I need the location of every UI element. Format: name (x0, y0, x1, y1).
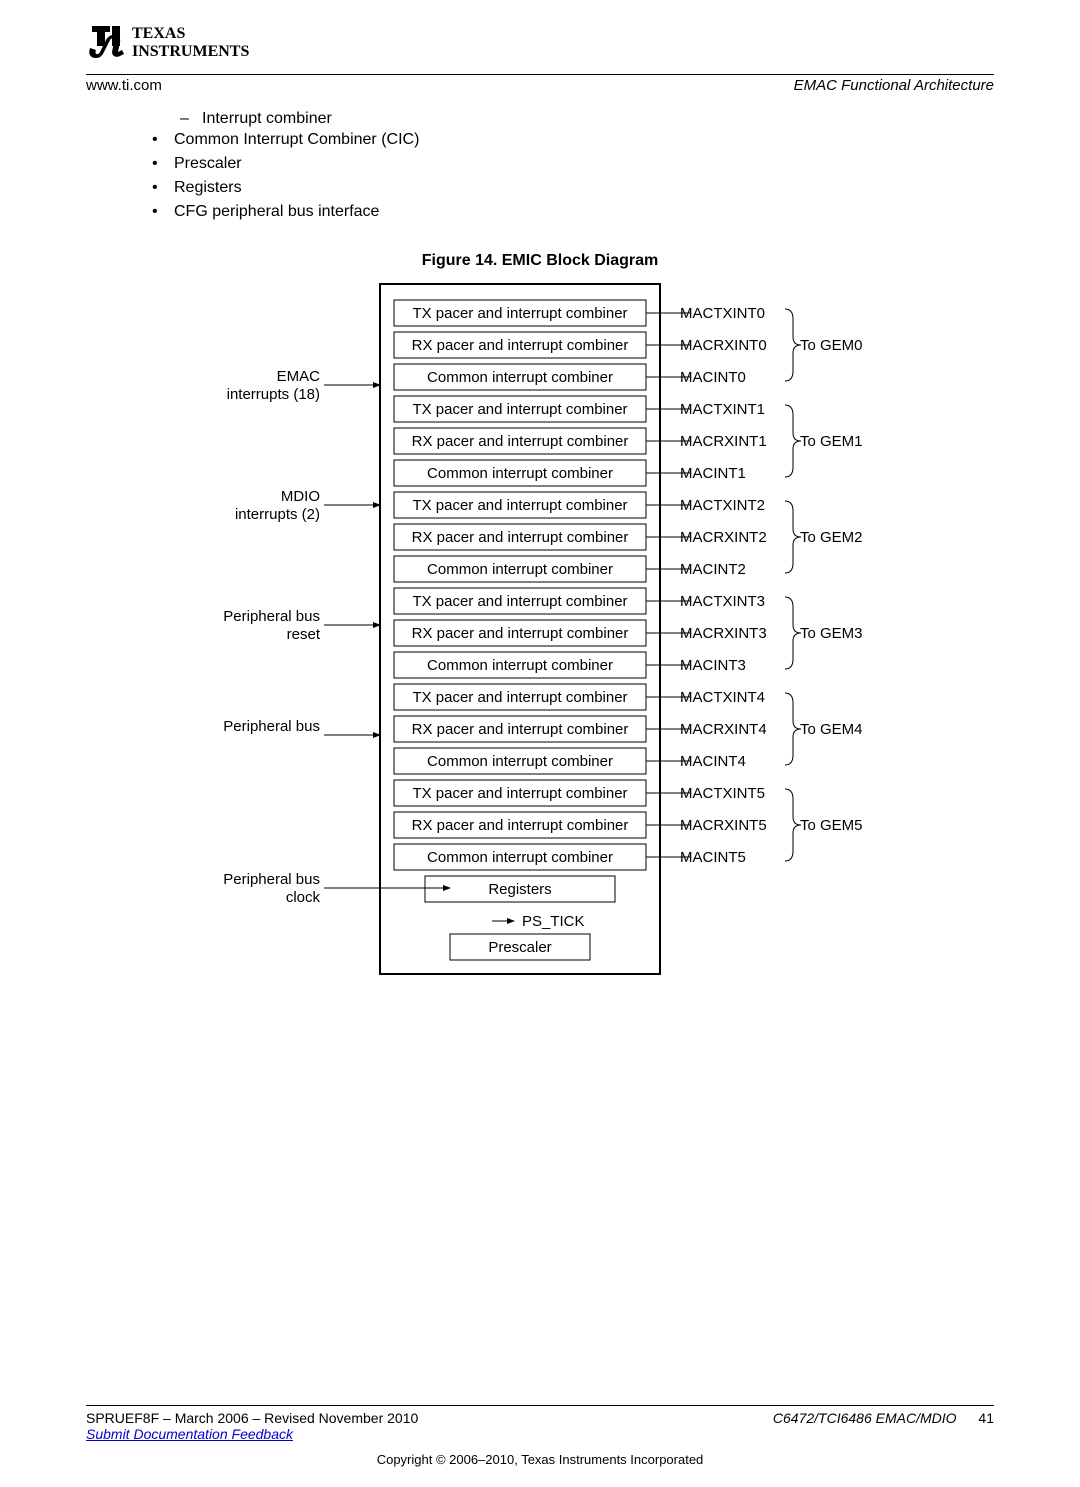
svg-text:Registers: Registers (488, 881, 551, 898)
svg-text:MACINT2: MACINT2 (680, 561, 746, 578)
svg-text:MACINT1: MACINT1 (680, 465, 746, 482)
svg-text:MACTXINT2: MACTXINT2 (680, 497, 765, 514)
svg-text:To GEM5: To GEM5 (800, 817, 863, 834)
footer-docinfo: SPRUEF8F – March 2006 – Revised November… (86, 1410, 418, 1426)
section-title: EMAC Functional Architecture (794, 77, 994, 94)
svg-text:PS_TICK: PS_TICK (522, 913, 585, 930)
svg-text:TX pacer and interrupt combine: TX pacer and interrupt combiner (412, 785, 627, 802)
svg-text:MACRXINT2: MACRXINT2 (680, 529, 767, 546)
svg-text:MACTXINT0: MACTXINT0 (680, 305, 765, 322)
page-number: 41 (978, 1410, 994, 1426)
bullet: CFG peripheral bus interface (146, 200, 994, 224)
svg-text:MACINT4: MACINT4 (680, 753, 746, 770)
svg-text:RX pacer and interrupt combine: RX pacer and interrupt combiner (412, 625, 629, 642)
bullet: Common Interrupt Combiner (CIC) (146, 128, 994, 152)
svg-text:Common interrupt combiner: Common interrupt combiner (427, 753, 613, 770)
svg-text:MACRXINT5: MACRXINT5 (680, 817, 767, 834)
svg-text:MACRXINT3: MACRXINT3 (680, 625, 767, 642)
svg-text:Common interrupt combiner: Common interrupt combiner (427, 849, 613, 866)
svg-text:Common interrupt combiner: Common interrupt combiner (427, 657, 613, 674)
copyright: Copyright © 2006–2010, Texas Instruments… (86, 1452, 994, 1467)
svg-text:To GEM1: To GEM1 (800, 433, 863, 450)
figure-caption: Figure 14. EMIC Block Diagram (86, 252, 994, 270)
ti-logo: TEXAS INSTRUMENTS (86, 20, 994, 66)
feedback-link[interactable]: Submit Documentation Feedback (86, 1426, 293, 1442)
bullet: Prescaler (146, 152, 994, 176)
svg-text:TX pacer and interrupt combine: TX pacer and interrupt combiner (412, 401, 627, 418)
svg-text:MACINT5: MACINT5 (680, 849, 746, 866)
svg-text:Peripheral bus: Peripheral bus (223, 871, 320, 888)
svg-text:RX pacer and interrupt combine: RX pacer and interrupt combiner (412, 817, 629, 834)
svg-text:clock: clock (286, 889, 321, 906)
svg-text:MACRXINT4: MACRXINT4 (680, 721, 767, 738)
svg-text:RX pacer and interrupt combine: RX pacer and interrupt combiner (412, 337, 629, 354)
svg-text:EMAC: EMAC (277, 368, 321, 385)
svg-text:MACRXINT1: MACRXINT1 (680, 433, 767, 450)
svg-text:MDIO: MDIO (281, 488, 320, 505)
emic-block-diagram: TX pacer and interrupt combiner MACTXINT0… (86, 280, 994, 980)
svg-text:To GEM0: To GEM0 (800, 337, 863, 354)
svg-text:MACINT0: MACINT0 (680, 369, 746, 386)
bullet: Registers (146, 176, 994, 200)
svg-text:To GEM4: To GEM4 (800, 721, 863, 738)
svg-text:reset: reset (287, 626, 321, 643)
svg-text:MACTXINT4: MACTXINT4 (680, 689, 765, 706)
svg-text:MACTXINT5: MACTXINT5 (680, 785, 765, 802)
svg-text:TX pacer and interrupt combine: TX pacer and interrupt combiner (412, 497, 627, 514)
svg-text:interrupts (2): interrupts (2) (235, 506, 320, 523)
svg-text:TX pacer and interrupt combine: TX pacer and interrupt combiner (412, 305, 627, 322)
sub-bullet: Interrupt combiner (174, 110, 994, 128)
svg-text:Common interrupt combiner: Common interrupt combiner (427, 465, 613, 482)
svg-text:RX pacer and interrupt combine: RX pacer and interrupt combiner (412, 433, 629, 450)
svg-text:RX pacer and interrupt combine: RX pacer and interrupt combiner (412, 721, 629, 738)
svg-text:To GEM3: To GEM3 (800, 625, 863, 642)
svg-text:RX pacer and interrupt combine: RX pacer and interrupt combiner (412, 529, 629, 546)
svg-text:Prescaler: Prescaler (488, 939, 551, 956)
svg-text:Common interrupt combiner: Common interrupt combiner (427, 561, 613, 578)
svg-text:TX pacer and interrupt combine: TX pacer and interrupt combiner (412, 593, 627, 610)
header-url[interactable]: www.ti.com (86, 77, 162, 94)
svg-text:MACTXINT1: MACTXINT1 (680, 401, 765, 418)
svg-text:To GEM2: To GEM2 (800, 529, 863, 546)
svg-text:MACRXINT0: MACRXINT0 (680, 337, 767, 354)
svg-text:Peripheral bus: Peripheral bus (223, 608, 320, 625)
svg-text:TX pacer and interrupt combine: TX pacer and interrupt combiner (412, 689, 627, 706)
svg-text:MACINT3: MACINT3 (680, 657, 746, 674)
svg-text:Peripheral bus: Peripheral bus (223, 718, 320, 735)
svg-text:interrupts (18): interrupts (18) (227, 386, 320, 403)
svg-text:Common interrupt combiner: Common interrupt combiner (427, 369, 613, 386)
logo-text-top: TEXAS (132, 25, 185, 42)
footer-device: C6472/TCI6486 EMAC/MDIO (773, 1410, 957, 1426)
svg-text:MACTXINT3: MACTXINT3 (680, 593, 765, 610)
logo-text-bottom: INSTRUMENTS (132, 43, 249, 60)
